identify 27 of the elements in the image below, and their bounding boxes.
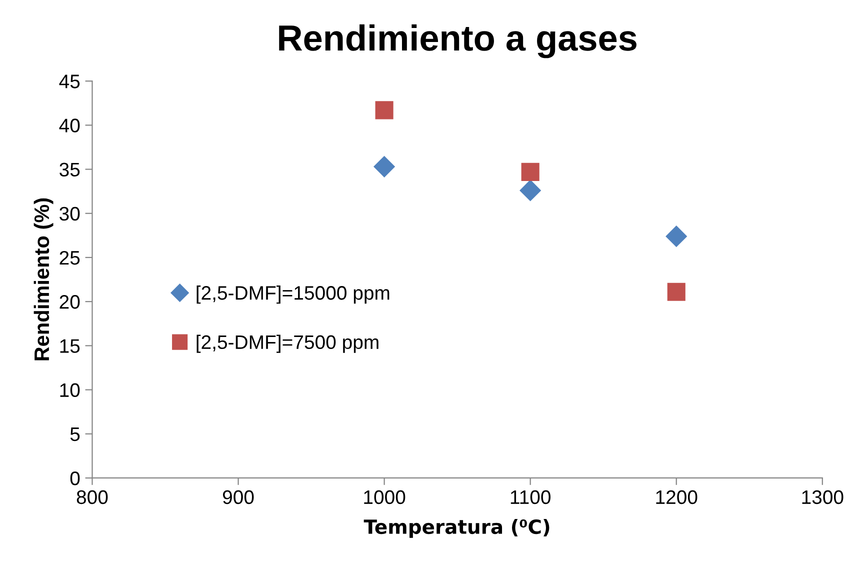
y-tick-label: 20 bbox=[60, 295, 80, 309]
y-tick-label: 25 bbox=[60, 250, 80, 265]
x-tick-label: 1300 bbox=[802, 490, 844, 504]
x-tick-label: 1000 bbox=[364, 490, 406, 504]
y-tick-label: 40 bbox=[59, 118, 80, 132]
x-axis-title: Temperatura (⁰C) bbox=[364, 519, 550, 538]
y-axis-title: Rendimiento (%) bbox=[34, 198, 54, 360]
point bbox=[666, 226, 687, 247]
legend-label: [2,5-DMF]=7500 ppm bbox=[196, 334, 378, 353]
y-tick-label: 15 bbox=[60, 339, 80, 353]
legend-label: [2,5-DMF]=15000 ppm bbox=[196, 286, 390, 304]
point bbox=[375, 101, 394, 120]
y-tick-label: 30 bbox=[60, 206, 80, 221]
x-tick-label: 1200 bbox=[656, 490, 698, 504]
chart-title: Rendimiento a gases bbox=[279, 24, 636, 58]
x-tick-label: 1100 bbox=[510, 490, 550, 504]
y-tick-label: 0 bbox=[70, 471, 80, 486]
y-tick-label: 10 bbox=[60, 383, 80, 398]
y-tick-label: 5 bbox=[70, 428, 80, 442]
x-tick-label: 800 bbox=[76, 490, 108, 504]
point bbox=[667, 282, 686, 301]
y-tick-label: 45 bbox=[59, 74, 80, 88]
y-tick-label: 35 bbox=[60, 162, 80, 177]
point bbox=[374, 156, 395, 178]
point bbox=[520, 180, 541, 201]
x-tick-label: 900 bbox=[222, 490, 254, 504]
point bbox=[521, 162, 540, 181]
